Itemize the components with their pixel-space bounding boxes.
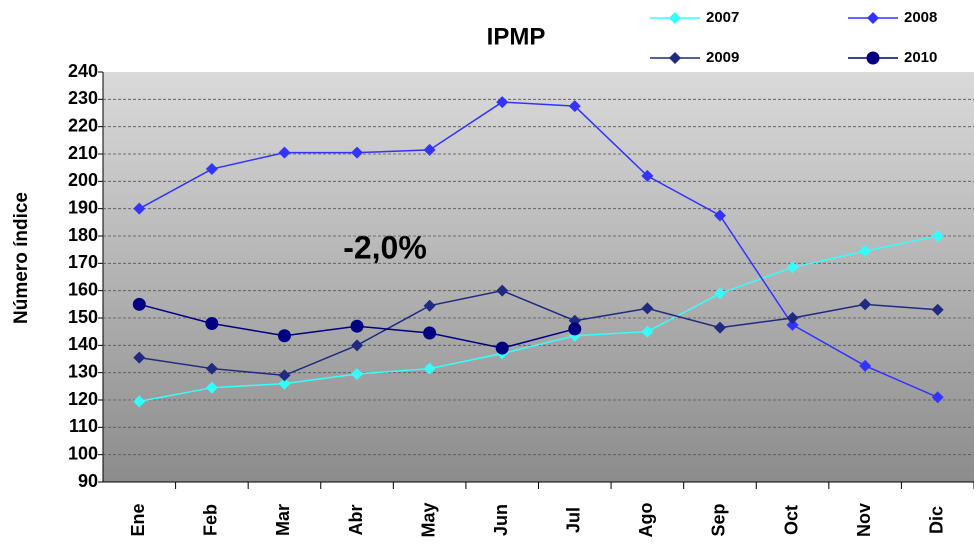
y-axis-label: Número índice	[11, 192, 32, 324]
point	[859, 298, 872, 311]
point	[423, 326, 437, 340]
point	[423, 143, 436, 156]
point	[713, 287, 726, 300]
y-tick-label: 220	[68, 115, 98, 135]
x-tick-label: Nov	[854, 503, 874, 537]
x-tick-label: Dic	[926, 506, 946, 534]
point	[713, 321, 726, 334]
point	[641, 169, 654, 182]
point	[931, 391, 944, 404]
point	[205, 316, 219, 330]
point	[351, 368, 364, 381]
point	[786, 318, 799, 331]
point	[205, 362, 218, 375]
point	[931, 230, 944, 242]
point	[351, 146, 364, 159]
x-tick-label: Feb	[201, 504, 221, 536]
y-tick-label: 140	[68, 334, 98, 354]
point	[277, 329, 291, 343]
y-tick-label: 240	[68, 61, 98, 81]
point	[133, 202, 146, 215]
y-tick-label: 150	[68, 307, 98, 327]
point	[496, 284, 509, 297]
point	[669, 12, 681, 24]
point	[641, 302, 654, 315]
point	[786, 261, 799, 274]
x-tick-label: Mar	[273, 504, 293, 536]
point	[859, 359, 872, 372]
y-tick-label: 210	[68, 143, 98, 163]
x-tick-label: May	[418, 502, 438, 537]
point	[867, 12, 879, 24]
legend-label: 2009	[706, 49, 739, 66]
y-tick-label: 130	[68, 361, 98, 381]
point	[278, 369, 291, 382]
y-tick-label: 190	[68, 197, 98, 217]
point	[350, 319, 364, 333]
point	[132, 297, 146, 311]
point	[568, 100, 581, 113]
y-tick-label: 120	[68, 389, 98, 409]
point	[278, 377, 291, 390]
point	[713, 209, 726, 222]
x-tick-label: Ene	[128, 503, 148, 536]
y-tick-label: 170	[68, 252, 98, 272]
point	[133, 395, 146, 408]
plot-area	[103, 72, 974, 482]
y-tick-label: 230	[68, 88, 98, 108]
chart-title: IPMP	[487, 23, 546, 50]
x-tick-label: Oct	[781, 505, 801, 535]
point	[931, 303, 944, 316]
y-tick-label: 110	[69, 416, 98, 436]
point	[205, 163, 218, 176]
point	[423, 299, 436, 312]
point	[278, 146, 291, 159]
point	[866, 51, 880, 65]
y-tick-label: 200	[68, 170, 98, 190]
annotation: -2,0%	[343, 229, 427, 265]
series-line	[138, 101, 939, 398]
x-tick-label: Abr	[346, 505, 366, 536]
point	[133, 351, 146, 364]
point	[568, 322, 582, 336]
legend-label: 2010	[904, 49, 937, 66]
x-tick-label: Jul	[564, 507, 584, 533]
point	[859, 245, 872, 258]
point	[641, 325, 654, 338]
series-line	[139, 235, 938, 403]
series-line	[139, 289, 938, 377]
x-tick-label: Sep	[709, 503, 729, 536]
point	[496, 96, 509, 109]
y-tick-label: 100	[68, 443, 98, 463]
y-tick-label: 90	[78, 471, 98, 491]
y-tick-label: 160	[68, 279, 98, 299]
point	[351, 339, 364, 352]
y-tick-label: 180	[68, 225, 98, 245]
legend-label: 2007	[706, 9, 739, 26]
point	[786, 312, 799, 324]
point	[495, 341, 509, 355]
point	[669, 52, 681, 64]
x-tick-label: Ago	[636, 503, 656, 538]
point	[205, 381, 218, 394]
point	[423, 362, 436, 375]
x-tick-label: Jun	[491, 504, 511, 536]
legend-label: 2008	[904, 9, 937, 26]
